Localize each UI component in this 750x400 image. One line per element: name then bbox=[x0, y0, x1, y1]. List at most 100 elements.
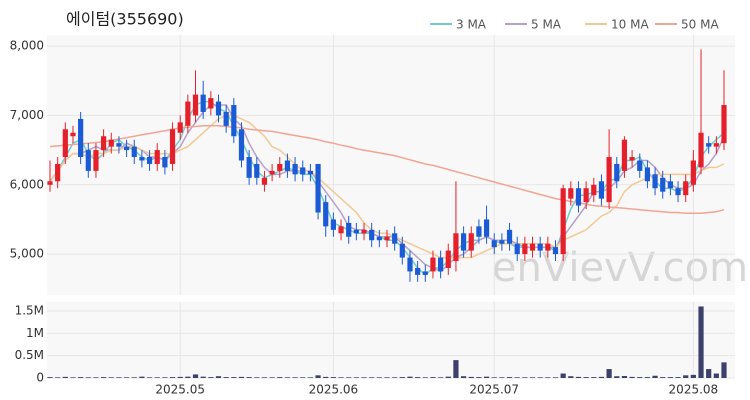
candle-body bbox=[552, 247, 559, 255]
candle-body bbox=[238, 129, 245, 161]
candle-body bbox=[338, 226, 344, 234]
candle-body bbox=[560, 188, 566, 255]
candle-body bbox=[453, 233, 459, 262]
volume-bar bbox=[399, 377, 405, 378]
candle-body bbox=[78, 118, 84, 158]
x-tick-label: 2025.05 bbox=[155, 383, 205, 397]
volume-bar bbox=[683, 375, 689, 378]
candle-body bbox=[721, 105, 727, 144]
volume-bar bbox=[62, 376, 68, 378]
volume-bar bbox=[123, 377, 130, 378]
volume-bar bbox=[698, 306, 704, 378]
candle-body bbox=[93, 150, 99, 171]
volume-bar bbox=[491, 377, 497, 378]
candle-body bbox=[269, 170, 275, 175]
candle-body bbox=[47, 181, 53, 185]
candle-body bbox=[537, 243, 543, 251]
volume-bar bbox=[284, 377, 291, 378]
volume-bar bbox=[506, 377, 513, 378]
volume-bar bbox=[468, 376, 474, 378]
volume-bar bbox=[185, 376, 191, 378]
volume-bar bbox=[690, 374, 696, 378]
volume-bar bbox=[177, 376, 183, 378]
volume-bar bbox=[713, 373, 719, 378]
volume-bar bbox=[323, 376, 329, 378]
candle-body bbox=[614, 163, 620, 182]
x-tick-label: 2025.07 bbox=[469, 383, 519, 397]
candle-body bbox=[215, 101, 222, 116]
candle-body bbox=[713, 143, 719, 147]
candle-body bbox=[85, 150, 91, 171]
candle-body bbox=[430, 257, 436, 272]
volume-bar bbox=[652, 375, 658, 378]
candle-body bbox=[637, 160, 643, 171]
candle-body bbox=[177, 122, 183, 133]
candle-body bbox=[706, 143, 712, 147]
candle-body bbox=[606, 157, 612, 203]
candle-body bbox=[690, 160, 696, 185]
candle-body bbox=[123, 146, 130, 151]
candle-body bbox=[261, 177, 268, 185]
x-tick-label: 2025.06 bbox=[309, 383, 359, 397]
candle-body bbox=[407, 257, 413, 272]
ma-line bbox=[49, 125, 725, 214]
candle-body bbox=[154, 150, 160, 164]
y-tick-label: 5,000 bbox=[10, 247, 44, 261]
volume-bar bbox=[568, 376, 574, 378]
volume-bar bbox=[131, 377, 137, 378]
y-tick-label: 8,000 bbox=[10, 39, 44, 53]
volume-bar bbox=[261, 377, 268, 378]
volume-bar bbox=[430, 377, 436, 378]
candle-body bbox=[108, 139, 114, 147]
volume-bar bbox=[208, 377, 214, 378]
volume-bar bbox=[154, 377, 160, 378]
candle-body bbox=[55, 163, 61, 182]
volume-bar bbox=[346, 377, 352, 378]
volume-bar bbox=[146, 377, 153, 378]
volume-bar bbox=[575, 376, 582, 378]
legend-label: 5 MA bbox=[531, 18, 562, 32]
candle-body bbox=[330, 219, 336, 230]
volume-bar bbox=[162, 377, 168, 378]
legend-label: 3 MA bbox=[456, 18, 487, 32]
candle-body bbox=[621, 139, 628, 171]
candle-body bbox=[644, 167, 651, 182]
volume-bar bbox=[47, 377, 53, 378]
volume-bar bbox=[93, 377, 99, 378]
volume-bar bbox=[591, 377, 597, 378]
volume-bar bbox=[606, 369, 612, 378]
candle-body bbox=[652, 174, 658, 189]
volume-bar bbox=[169, 377, 176, 378]
candle-body bbox=[185, 101, 191, 126]
candle-body bbox=[629, 157, 635, 161]
volume-bar bbox=[460, 376, 467, 378]
volume-bar bbox=[277, 377, 283, 378]
volume-bar bbox=[644, 377, 651, 378]
volume-bar bbox=[675, 377, 681, 378]
volume-bar bbox=[499, 377, 505, 378]
candle-body bbox=[438, 257, 444, 272]
candle-body bbox=[522, 243, 528, 255]
candle-body bbox=[223, 111, 229, 126]
candle-body bbox=[369, 229, 375, 241]
volume-bar bbox=[215, 376, 222, 378]
candle-body bbox=[591, 184, 597, 196]
candle-body bbox=[277, 163, 283, 171]
volume-bar bbox=[407, 376, 413, 378]
volume-bar bbox=[415, 377, 421, 378]
candle-body bbox=[583, 188, 589, 203]
volume-bar bbox=[254, 377, 260, 378]
volume-bar bbox=[85, 377, 91, 378]
candle-body bbox=[476, 226, 482, 237]
watermark: enVievV.com bbox=[492, 245, 748, 291]
candle-body bbox=[667, 181, 673, 189]
candle-body bbox=[598, 181, 605, 199]
volume-bar bbox=[545, 377, 551, 378]
candle-body bbox=[169, 129, 176, 164]
chart-title: 에이텀(355690) bbox=[66, 10, 184, 29]
candle-body bbox=[62, 129, 68, 158]
candle-body bbox=[529, 243, 536, 251]
candle-body bbox=[545, 243, 551, 251]
candle-body bbox=[361, 229, 367, 234]
volume-bar bbox=[614, 376, 620, 378]
